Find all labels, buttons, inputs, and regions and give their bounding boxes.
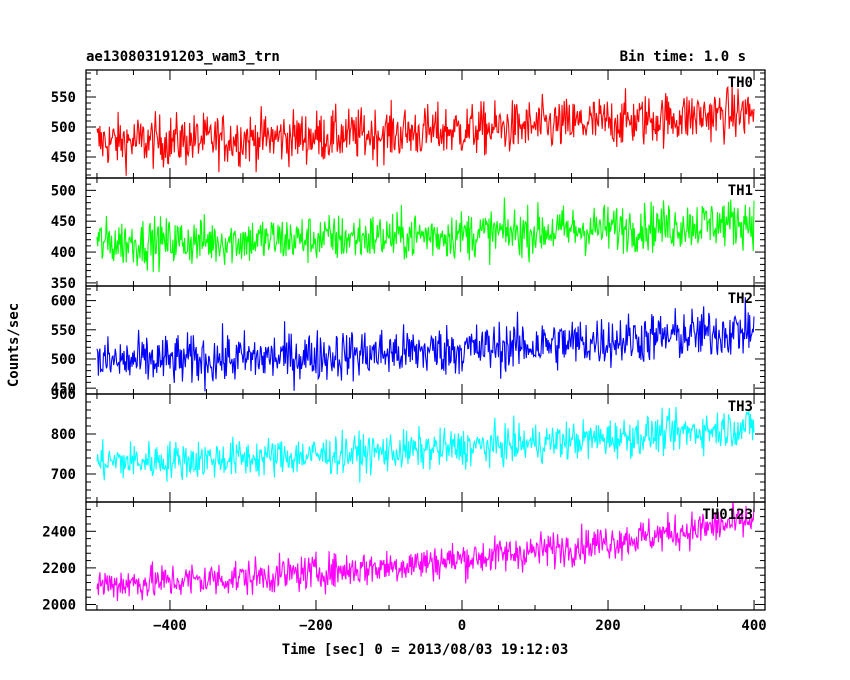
panel-th2: TH2 450 500 550 600: [51, 285, 766, 397]
series-th2: [96, 297, 755, 392]
y-tick-label: 400: [51, 245, 76, 261]
series-th1: [96, 197, 755, 273]
x-tick-label: 0: [458, 618, 466, 634]
y-axis-label: Counts/sec: [6, 303, 22, 387]
series-th0: [96, 83, 755, 176]
x-tick-label: 400: [741, 618, 766, 634]
panels-group: TH0 450 500 550 TH1 350 400 450 500 TH2 450 500 550 6…: [42, 69, 767, 634]
y-tick-label: 500: [51, 352, 76, 368]
y-tick-label: 700: [51, 467, 76, 483]
series-label: TH3: [728, 399, 753, 415]
x-tick-label: 200: [595, 618, 620, 634]
y-tick-label: 2000: [42, 598, 76, 614]
series-label: TH1: [728, 183, 753, 199]
y-tick-label: 450: [51, 214, 76, 230]
y-tick-label: 450: [51, 150, 76, 166]
bin-time-label: Bin time: 1.0 s: [620, 49, 746, 65]
x-tick-label: −400: [153, 618, 187, 634]
series-th3: [96, 406, 755, 483]
y-tick-label: 600: [51, 294, 76, 310]
panel-th3: TH3 700 800 900: [51, 387, 766, 503]
panel-th0: TH0 450 500 550: [51, 69, 766, 179]
y-tick-label: 2400: [42, 524, 76, 540]
x-tick-label: −200: [299, 618, 333, 634]
y-tick-label: 500: [51, 120, 76, 136]
x-axis-label: Time [sec] 0 = 2013/08/03 19:12:03: [282, 642, 569, 658]
y-tick-label: 2200: [42, 561, 76, 577]
y-tick-label: 350: [51, 276, 76, 292]
y-tick-label: 550: [51, 323, 76, 339]
y-tick-label: 900: [51, 387, 76, 403]
y-tick-label: 450: [51, 381, 76, 397]
y-tick-label: 550: [51, 90, 76, 106]
series-label: TH0: [728, 75, 753, 91]
series-th0123: [96, 502, 755, 602]
series-label: TH0123: [702, 507, 753, 523]
y-tick-label: 800: [51, 427, 76, 443]
plot-title: ae130803191203_wam3_trn: [86, 49, 280, 65]
series-label: TH2: [728, 291, 753, 307]
panel-th0123: TH0123 2000 2200 2400: [42, 501, 766, 614]
panel-th1: TH1 350 400 450 500: [51, 177, 766, 292]
y-tick-label: 500: [51, 183, 76, 199]
